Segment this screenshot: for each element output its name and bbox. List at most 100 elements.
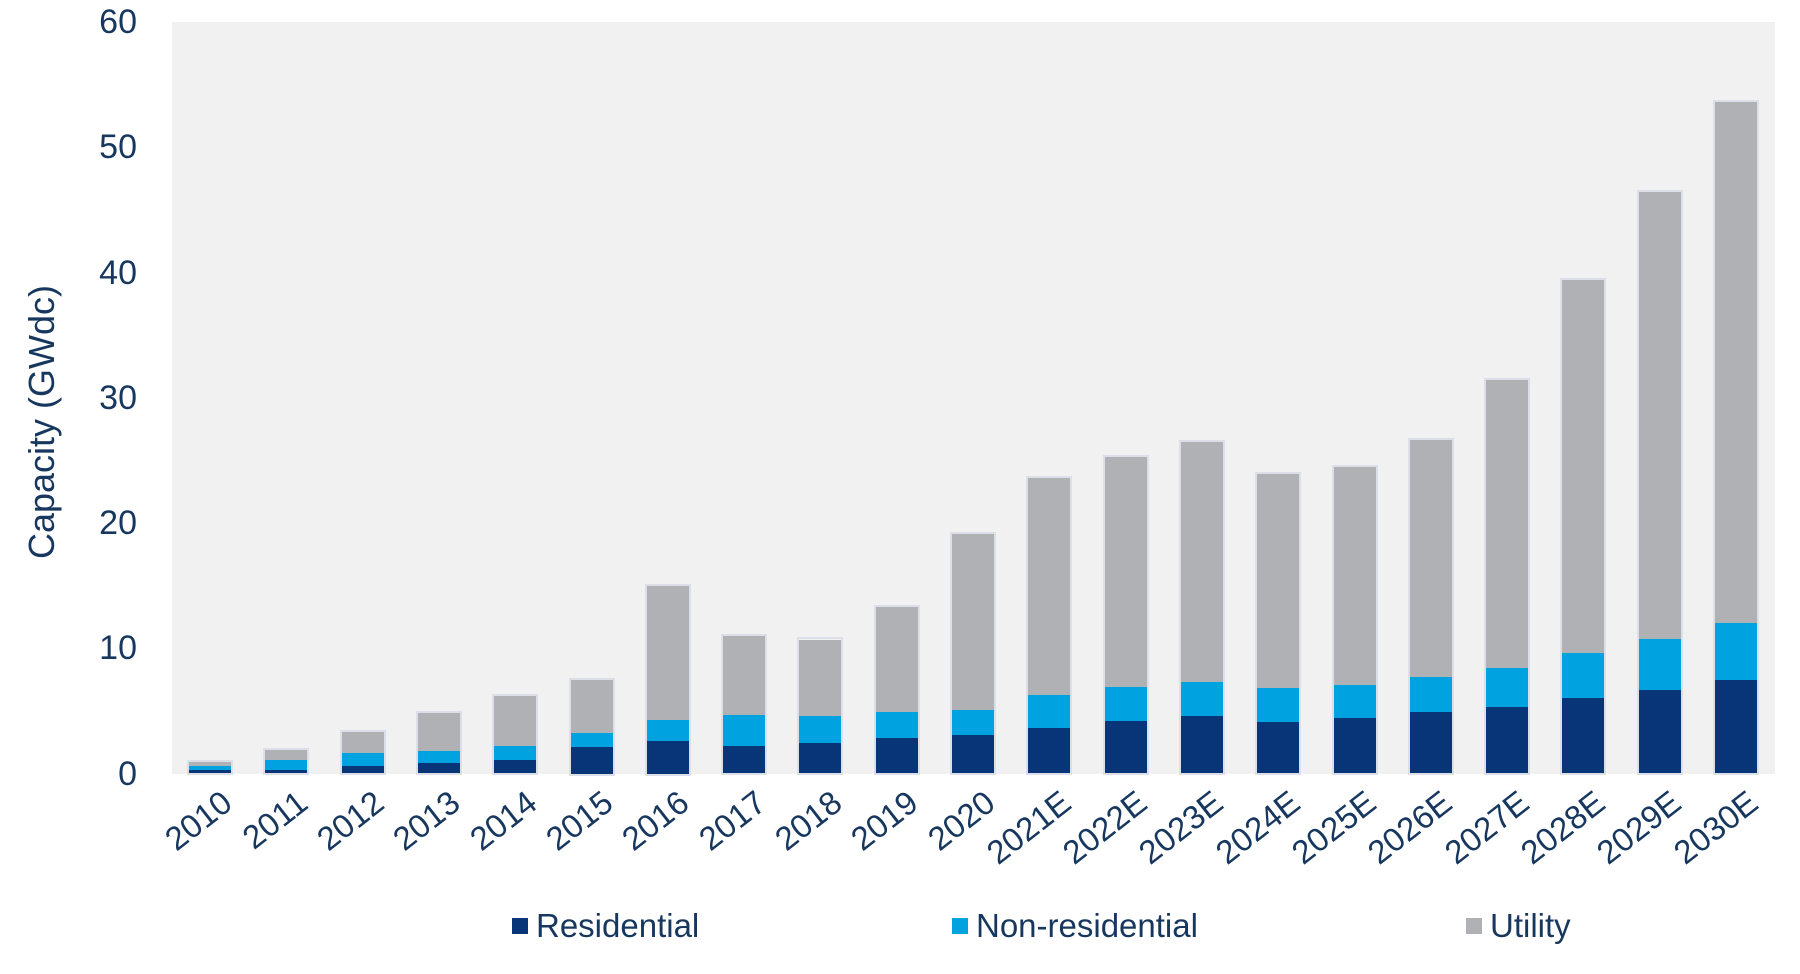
bar-2011 xyxy=(263,747,310,776)
bar-segment-non-residential xyxy=(952,709,994,735)
bar-segment-utility xyxy=(1638,192,1681,640)
bar-2027E xyxy=(1484,378,1531,776)
bar-segment-residential xyxy=(417,763,460,774)
bar-segment-non-residential xyxy=(1333,684,1376,719)
x-axis-label-2011: 2011 xyxy=(235,783,315,857)
bar-segment-non-residential xyxy=(875,712,918,739)
bar-2030E xyxy=(1713,100,1759,776)
bar-segment-non-residential xyxy=(799,715,842,744)
bar-2018 xyxy=(797,637,844,776)
bar-segment-residential xyxy=(1562,698,1605,774)
bar-2015 xyxy=(568,677,615,776)
bar-segment-residential xyxy=(1409,712,1452,774)
x-axis-label-2022E: 2022E xyxy=(1055,783,1154,872)
legend-label-non-residential: Non-residential xyxy=(976,907,1198,944)
bar-segment-non-residential xyxy=(646,719,689,741)
bar-segment-utility xyxy=(494,695,537,746)
bar-segment-residential xyxy=(570,747,613,774)
bar-segment-non-residential xyxy=(1715,623,1757,680)
bar-segment-utility xyxy=(723,635,766,715)
x-axis-label-2015: 2015 xyxy=(539,783,620,858)
bar-segment-non-residential xyxy=(1562,653,1605,699)
bar-segment-residential xyxy=(723,745,766,774)
bar-segment-utility xyxy=(417,713,460,751)
bar-segment-utility xyxy=(875,606,918,713)
bar-2016 xyxy=(644,583,691,776)
bar-2012 xyxy=(339,730,386,776)
bar-segment-residential xyxy=(1638,689,1681,774)
legend-label-residential: Residential xyxy=(536,907,700,944)
bar-segment-non-residential xyxy=(494,745,537,760)
x-axis-label-2010: 2010 xyxy=(157,783,239,858)
x-axis-label-2029E: 2029E xyxy=(1589,783,1688,872)
bar-segment-non-residential xyxy=(1257,688,1300,723)
y-axis-tick-label: 0 xyxy=(118,754,137,793)
legend-swatch-utility-icon xyxy=(1466,918,1482,934)
bar-2025E xyxy=(1331,464,1378,776)
bar-segment-residential xyxy=(1486,707,1529,774)
y-axis-tick-label: 40 xyxy=(99,253,137,292)
y-axis-tick-label: 20 xyxy=(99,504,137,542)
bar-2014 xyxy=(492,693,539,776)
legend-swatch-non-residential-icon xyxy=(952,918,968,934)
bar-segment-residential xyxy=(1028,728,1071,774)
bar-segment-non-residential xyxy=(189,765,231,770)
x-axis-label-2016: 2016 xyxy=(615,783,696,858)
bar-segment-non-residential xyxy=(1028,694,1071,729)
bar-segment-residential xyxy=(1104,720,1147,774)
bar-segment-utility xyxy=(1257,474,1300,689)
bar-segment-utility xyxy=(265,749,308,760)
bar-segment-non-residential xyxy=(417,750,460,764)
legend-swatch-residential-icon xyxy=(512,918,528,934)
bar-segment-utility xyxy=(341,732,384,754)
bar-segment-residential xyxy=(1257,722,1300,774)
x-axis-label-2013: 2013 xyxy=(386,783,468,858)
bar-segment-utility xyxy=(1409,440,1452,678)
x-axis-label-2014: 2014 xyxy=(462,783,544,858)
y-axis-tick-label: 30 xyxy=(99,378,137,417)
bar-segment-residential xyxy=(494,759,537,774)
bar-2013 xyxy=(415,711,462,776)
bar-segment-residential xyxy=(952,734,994,774)
bar-2026E xyxy=(1407,438,1454,776)
bar-segment-non-residential xyxy=(1180,682,1223,716)
bar-segment-residential xyxy=(1180,715,1223,774)
bar-segment-non-residential xyxy=(1486,668,1529,708)
x-axis-label-2018: 2018 xyxy=(767,783,849,858)
y-axis-tick-label: 60 xyxy=(99,3,137,41)
bar-2023E xyxy=(1178,439,1225,776)
legend-item-non-residential: Non-residential xyxy=(952,906,1198,946)
bar-segment-utility xyxy=(570,679,613,734)
legend-item-utility: Utility xyxy=(1466,906,1571,946)
bar-segment-utility xyxy=(646,585,689,720)
bar-segment-non-residential xyxy=(1638,639,1681,690)
bar-2028E xyxy=(1560,277,1607,776)
bar-segment-utility xyxy=(799,639,842,716)
bar-segment-non-residential xyxy=(1104,687,1147,721)
bar-segment-utility xyxy=(1180,441,1223,683)
bar-2017 xyxy=(721,633,768,776)
bar-segment-residential xyxy=(341,765,384,774)
x-axis-label-2019: 2019 xyxy=(844,783,925,858)
bar-segment-residential xyxy=(1333,718,1376,774)
x-axis-label-2028E: 2028E xyxy=(1513,783,1612,872)
bar-segment-non-residential xyxy=(1409,677,1452,713)
bar-segment-residential xyxy=(875,738,918,774)
bar-segment-utility xyxy=(189,762,231,766)
bar-segment-utility xyxy=(1104,456,1147,688)
bar-segment-residential xyxy=(646,740,689,774)
bar-segment-non-residential xyxy=(723,714,766,746)
bar-segment-residential xyxy=(799,743,842,774)
x-axis-label-2025E: 2025E xyxy=(1284,783,1383,872)
x-axis-label-2023E: 2023E xyxy=(1132,783,1231,872)
x-axis-label-2017: 2017 xyxy=(691,783,773,858)
bar-2022E xyxy=(1102,454,1149,776)
y-axis-tick-label: 10 xyxy=(99,629,137,668)
x-axis-label-2030E: 2030E xyxy=(1666,783,1765,872)
bar-segment-non-residential xyxy=(265,759,308,770)
x-axis-label-2021E: 2021E xyxy=(979,783,1078,872)
bar-segment-non-residential xyxy=(341,753,384,766)
bar-2029E xyxy=(1636,190,1683,776)
x-axis-label-2024E: 2024E xyxy=(1208,783,1307,872)
